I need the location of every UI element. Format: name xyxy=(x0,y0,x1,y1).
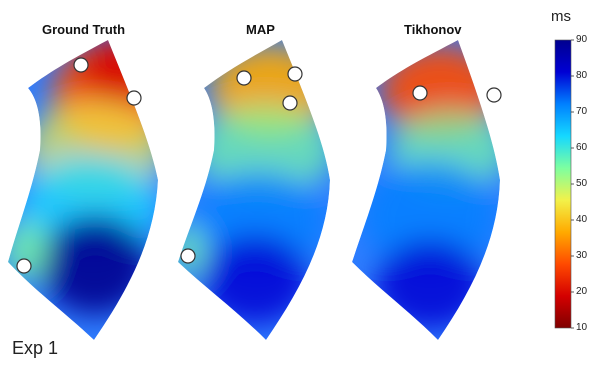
colorbar-gradient xyxy=(554,39,572,329)
activation-map-2 xyxy=(178,40,330,340)
panel-title-map: MAP xyxy=(246,22,275,37)
map-region xyxy=(195,105,330,195)
map-region xyxy=(360,160,500,270)
experiment-label: Exp 1 xyxy=(12,338,59,358)
panel-title-ground-truth: Ground Truth xyxy=(42,22,126,37)
map-region xyxy=(40,215,150,315)
colorbar xyxy=(554,39,574,329)
colorbar-tick-20: 20 xyxy=(576,286,588,297)
pacing-site-marker xyxy=(486,87,502,103)
colorbar-tick-90: 90 xyxy=(576,34,588,45)
colorbar-tick-80: 80 xyxy=(576,70,588,81)
activation-map-3 xyxy=(352,40,502,340)
map-region xyxy=(200,235,310,325)
pacing-site-marker xyxy=(412,85,428,101)
colorbar-tick-40: 40 xyxy=(576,214,588,225)
pacing-site-marker xyxy=(16,258,32,274)
colorbar-tick-60: 60 xyxy=(576,142,588,153)
map-region xyxy=(375,240,485,330)
pacing-site-marker xyxy=(236,70,252,86)
colorbar-tick-10: 10 xyxy=(576,322,588,333)
map-region xyxy=(80,40,158,105)
pacing-site-marker xyxy=(282,95,298,111)
pacing-site-marker xyxy=(287,66,303,82)
colorbar-tick-50: 50 xyxy=(576,178,588,189)
pacing-site-marker xyxy=(73,57,89,73)
colorbar-tick-70: 70 xyxy=(576,106,588,117)
colorbar-unit-label: ms xyxy=(551,8,571,25)
colorbar-tick-30: 30 xyxy=(576,250,588,261)
pacing-site-marker xyxy=(180,248,196,264)
panel-title-tikhonov: Tikhonov xyxy=(404,22,462,37)
activation-map-1 xyxy=(8,40,158,340)
pacing-site-marker xyxy=(126,90,142,106)
